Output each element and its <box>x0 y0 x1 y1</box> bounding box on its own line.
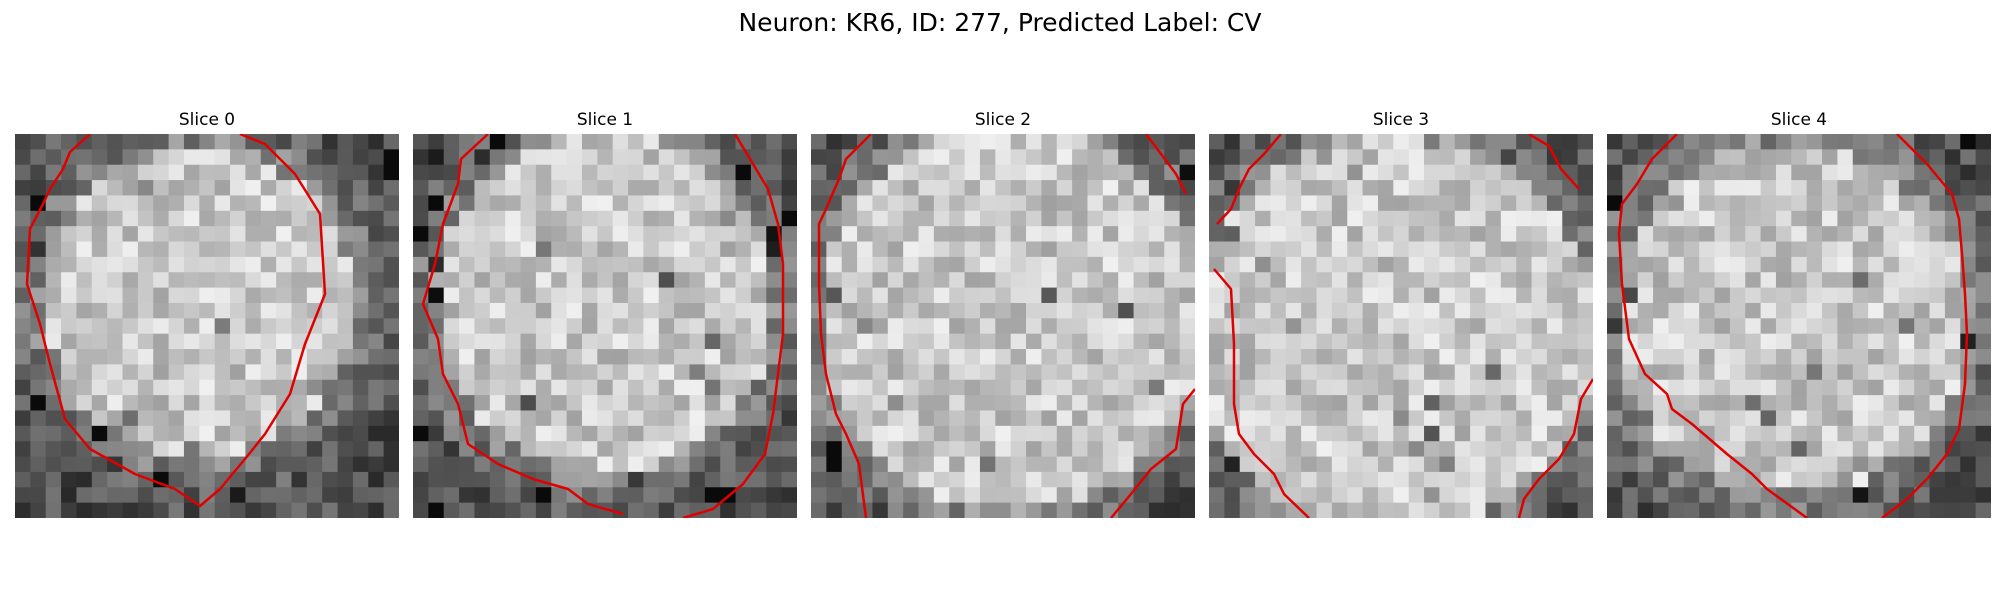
slice-image-1 <box>413 134 797 518</box>
contour-line-3b <box>1213 268 1310 518</box>
grayscale-pixels <box>811 134 1195 518</box>
grayscale-pixels <box>15 134 399 518</box>
contour-line-3a <box>1216 134 1282 225</box>
slice-title-4: Slice 4 <box>1770 110 1828 130</box>
contour-line-4a <box>1617 134 1808 518</box>
contour-line-3c <box>1528 134 1580 190</box>
slice-image-2 <box>811 134 1195 518</box>
figure-title: Neuron: KR6, ID: 277, Predicted Label: C… <box>738 8 1262 37</box>
contour-line-1a <box>421 134 624 516</box>
slice-image-0 <box>15 134 399 518</box>
grayscale-pixels <box>1607 134 1991 518</box>
contour-line-3d <box>1517 378 1593 518</box>
grayscale-pixels <box>413 134 797 518</box>
slice-title-3: Slice 3 <box>1372 110 1430 130</box>
slice-title-1: Slice 1 <box>576 110 634 130</box>
contour-line-2b <box>1145 134 1188 195</box>
slice-image-3 <box>1209 134 1593 518</box>
grayscale-pixels <box>1209 134 1593 518</box>
contour-line-2a <box>817 134 872 518</box>
slice-title-2: Slice 2 <box>974 110 1032 130</box>
contour-line-2c <box>1110 388 1195 518</box>
contour-line-1b <box>682 134 785 518</box>
contour-line-0 <box>25 134 327 508</box>
slice-title-0: Slice 0 <box>178 110 236 130</box>
contour-line-4b <box>1881 134 1969 518</box>
slice-image-4 <box>1607 134 1991 518</box>
